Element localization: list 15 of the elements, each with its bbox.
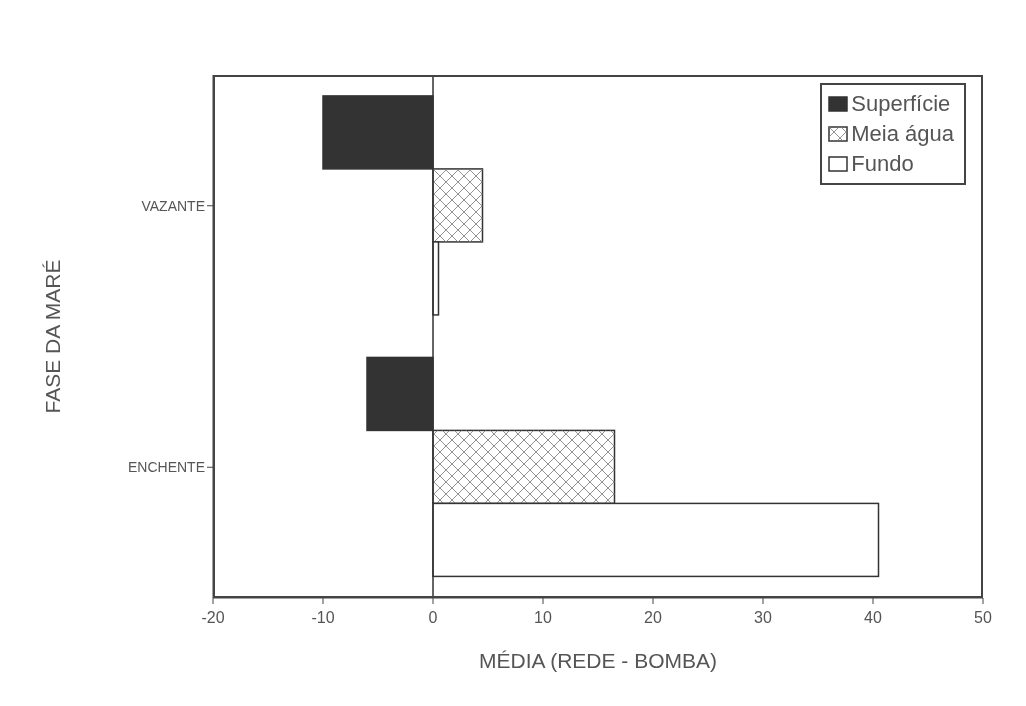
x-tick-label: 10 xyxy=(534,609,552,627)
x-tick-label: 50 xyxy=(974,609,992,627)
x-tick-label: -10 xyxy=(311,609,335,627)
x-tick-label: 40 xyxy=(864,609,882,627)
legend-label: Superfície xyxy=(851,90,951,118)
legend-label: Fundo xyxy=(851,150,914,178)
x-tick-label: -20 xyxy=(201,609,225,627)
x-axis-title: MÉDIA (REDE - BOMBA) xyxy=(478,649,718,672)
x-tick-label: 30 xyxy=(754,609,772,627)
legend-label: Meia água xyxy=(851,120,954,148)
y-tick-label: VAZANTE xyxy=(141,197,205,214)
x-tick-label: 0 xyxy=(428,609,438,627)
x-tick-label: 20 xyxy=(644,609,662,627)
y-tick-label: ENCHENTE xyxy=(127,459,205,476)
y-axis-title: FASE DA MARÉ xyxy=(41,259,65,414)
